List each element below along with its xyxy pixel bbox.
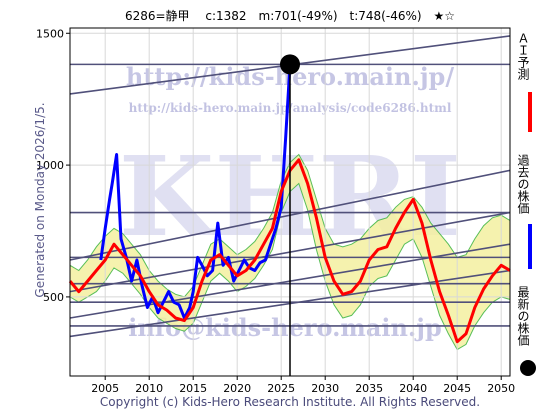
x-tick-label-2035: 2035: [355, 382, 383, 395]
x-tick-label-2045: 2045: [443, 382, 471, 395]
plot-frame: [69, 27, 511, 377]
legend-latest-price: 最新の株価: [514, 286, 540, 391]
legend-latest-price-label: 最新の株価: [516, 286, 530, 346]
x-tick-label-2020: 2020: [223, 382, 251, 395]
y-tick-label-1000: 1000: [36, 159, 64, 172]
axes: 2005 2010 2015 2020 2025 2030 2035 2040 2045 2050…: [36, 27, 515, 395]
copyright-footer: Copyright (c) Kids-Hero Research Institu…: [99, 395, 481, 409]
y-tick-label-500: 500: [43, 291, 64, 304]
latest-marker: [280, 54, 300, 376]
y-tick-label-1500: 1500: [36, 27, 64, 40]
x-tick-label-2050: 2050: [487, 382, 515, 395]
x-tick-label-2015: 2015: [179, 382, 207, 395]
x-tick-label-2010: 2010: [135, 382, 163, 395]
x-tick-label-2005: 2005: [91, 382, 119, 395]
latest-point: [280, 54, 300, 75]
series-line-0: [99, 64, 292, 320]
chart-header: 6286=静甲 c:1382 m:701(-49%) t:748(-46%) ★…: [124, 9, 456, 23]
x-tick-label-2040: 2040: [399, 382, 427, 395]
generated-date-label: Generated on Monday 2026/1/5.: [33, 102, 47, 298]
legend: ＡＩ予測 過去の株価 最新の株価: [514, 24, 540, 394]
x-tick-label-2030: 2030: [311, 382, 339, 395]
legend-past-price: 過去の株価: [514, 154, 540, 269]
legend-latest-price-swatch: [520, 360, 536, 376]
legend-ai-forecast: ＡＩ予測: [514, 32, 540, 137]
legend-ai-forecast-label: ＡＩ予測: [516, 32, 530, 80]
legend-ai-forecast-swatch: [528, 92, 532, 132]
x-tick-label-2025: 2025: [267, 382, 295, 395]
legend-past-price-label: 過去の株価: [516, 154, 530, 214]
legend-past-price-swatch: [528, 224, 532, 269]
grid: [70, 28, 510, 376]
